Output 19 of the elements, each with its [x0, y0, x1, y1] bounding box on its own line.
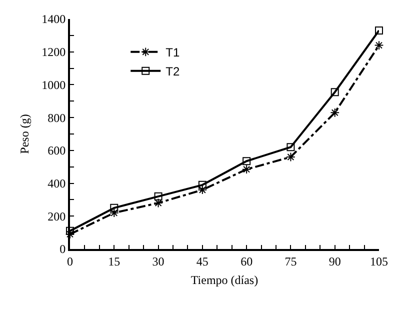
x-tick-label: 45: [196, 254, 208, 268]
x-tick-label: 105: [370, 254, 388, 268]
x-tick-label: 75: [284, 254, 297, 268]
legend-label: T1: [166, 46, 180, 60]
x-tick-label: 15: [108, 254, 120, 268]
x-tick-label: 30: [152, 254, 164, 268]
y-tick-label: 1200: [42, 45, 66, 60]
legend-label: T2: [166, 64, 180, 79]
y-tick-label: 1000: [42, 78, 66, 92]
y-tick-label: 600: [48, 144, 66, 158]
y-tick-label: 0: [60, 242, 66, 256]
y-tick-label: 800: [48, 110, 66, 125]
y-tick-label: 200: [48, 209, 66, 224]
y-tick-label: 400: [48, 176, 66, 190]
x-axis-title: Tiempo (días): [190, 272, 258, 287]
y-tick-label: 1400: [42, 12, 66, 26]
x-tick-label: 90: [328, 254, 341, 268]
y-axis-title: Peso (g): [17, 114, 32, 154]
x-tick-label: 60: [240, 254, 253, 268]
